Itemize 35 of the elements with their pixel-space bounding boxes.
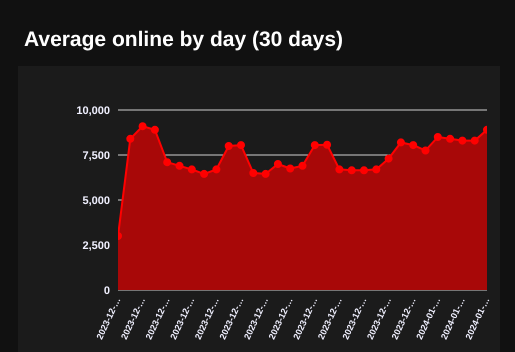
point — [384, 154, 393, 163]
y-tick-label: 2,500 — [82, 240, 110, 252]
y-tick-label: 0 — [104, 284, 110, 297]
point — [224, 142, 233, 150]
point — [126, 134, 134, 143]
point — [434, 133, 442, 141]
y-tick-label: 7,500 — [82, 150, 110, 162]
point — [396, 138, 405, 146]
point — [409, 141, 418, 150]
point — [138, 122, 147, 130]
point — [262, 170, 270, 178]
point — [237, 141, 245, 150]
point — [249, 169, 258, 177]
point — [150, 126, 159, 134]
point — [360, 166, 368, 174]
point — [323, 140, 332, 149]
point — [176, 162, 184, 170]
y-tick-label: 10,000 — [76, 104, 110, 117]
point — [212, 165, 220, 174]
point — [348, 166, 356, 174]
point — [335, 165, 344, 174]
point — [470, 136, 479, 145]
chart-title: Average online by day (30 days) — [24, 28, 344, 52]
point — [188, 165, 196, 174]
point — [274, 160, 282, 168]
point — [446, 134, 454, 143]
y-tick-label: 5,000 — [82, 194, 110, 207]
point — [422, 146, 430, 154]
point — [163, 158, 172, 166]
point — [286, 164, 294, 172]
point — [310, 141, 319, 150]
point — [458, 136, 466, 145]
point — [298, 162, 306, 170]
point — [372, 165, 380, 174]
point — [200, 170, 208, 178]
